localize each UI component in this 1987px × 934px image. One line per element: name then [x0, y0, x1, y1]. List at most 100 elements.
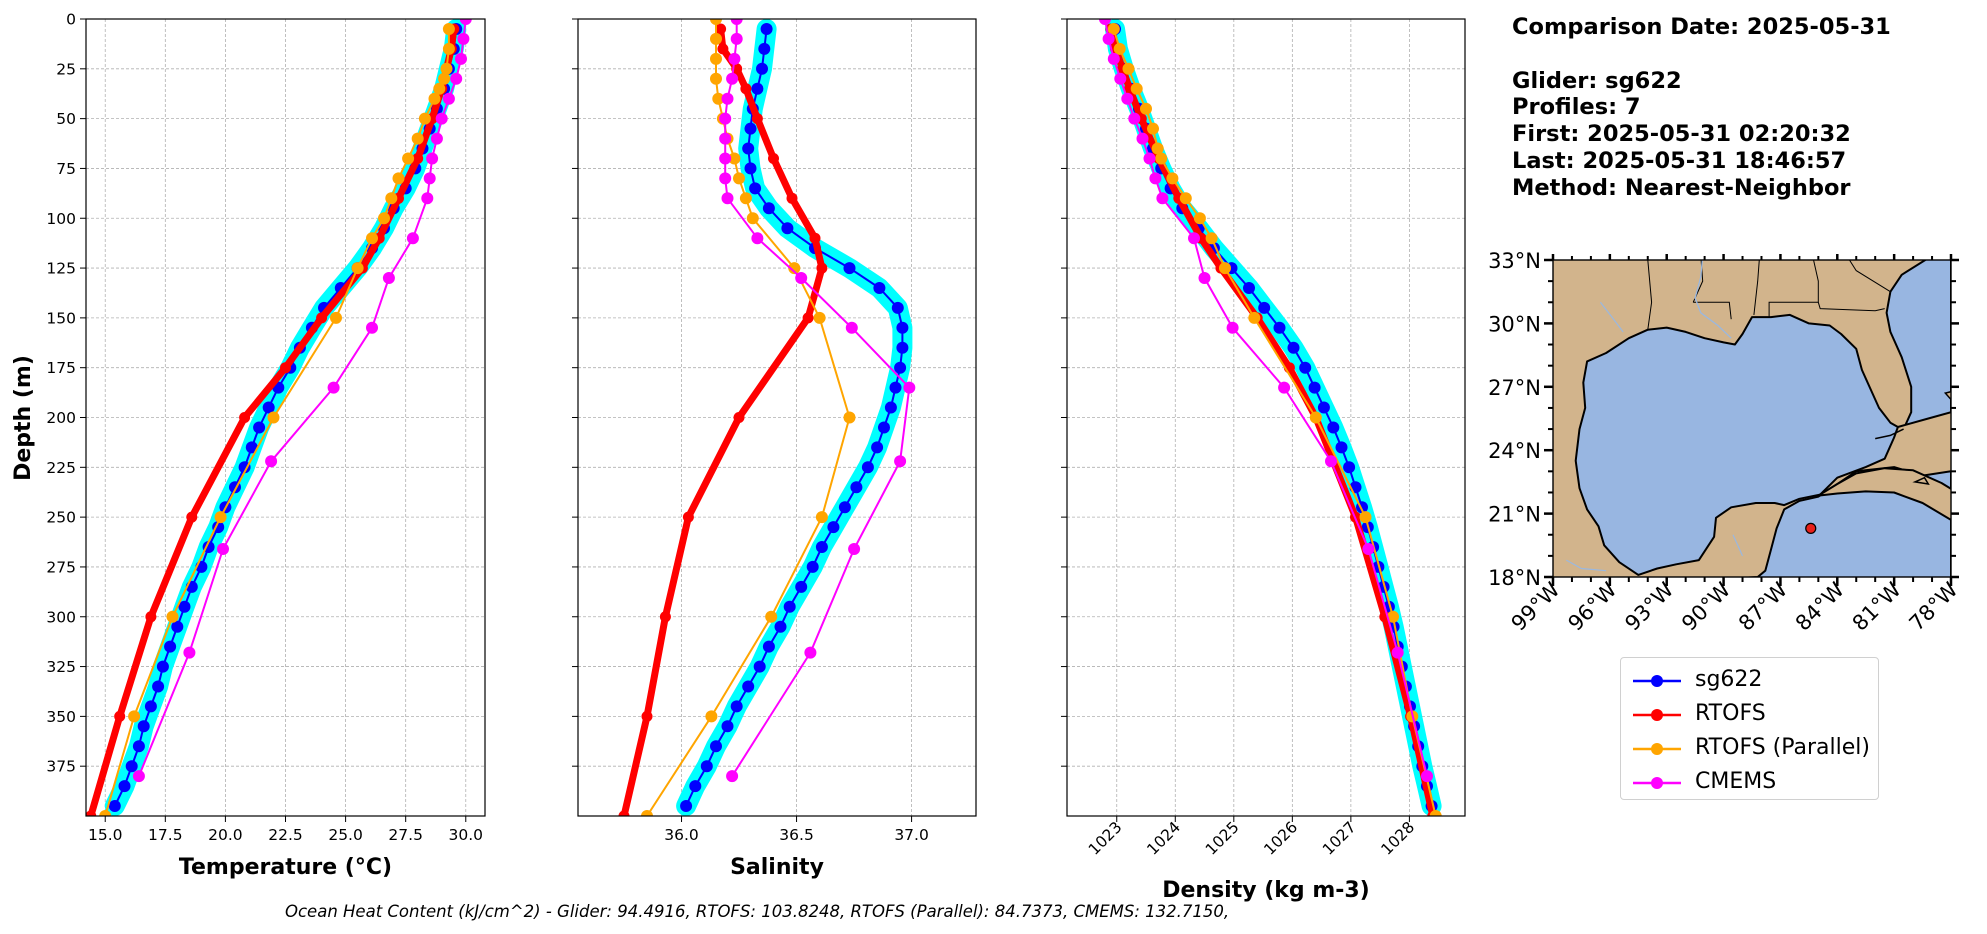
data-point	[406, 232, 419, 245]
data-point	[156, 660, 169, 673]
data-point	[426, 152, 439, 165]
data-point	[262, 401, 275, 414]
location-map: 99°W96°W93°W90°W87°W84°W81°W78°W18°N21°N…	[1488, 249, 1963, 636]
data-point	[392, 172, 405, 185]
data-point	[1102, 32, 1115, 45]
longitude-tick-label: 90°W	[1677, 577, 1735, 635]
data-point	[719, 112, 732, 125]
latitude-tick-label: 27°N	[1488, 376, 1541, 400]
state-border	[1753, 260, 1760, 315]
info-line: Last: 2025-05-31 18:46:57	[1512, 147, 1847, 174]
data-point	[871, 441, 884, 454]
data-point	[118, 780, 131, 793]
data-point	[733, 412, 745, 423]
data-point	[450, 72, 463, 85]
data-point	[682, 511, 694, 523]
data-point	[1299, 361, 1312, 374]
data-point	[802, 312, 814, 324]
longitude-tick-label: 93°W	[1620, 577, 1678, 635]
data-point	[1429, 810, 1442, 816]
data-point	[873, 282, 886, 294]
data-point	[1114, 72, 1127, 85]
data-point	[744, 122, 757, 135]
data-point	[99, 810, 112, 816]
data-point	[730, 32, 743, 45]
data-point	[438, 72, 451, 85]
data-point	[845, 321, 858, 334]
legend-entry: RTOFS (Parallel)	[1621, 732, 1878, 766]
data-point	[896, 321, 909, 334]
data-point	[145, 611, 157, 623]
data-point	[239, 412, 251, 423]
data-point	[719, 152, 732, 165]
data-point	[804, 646, 817, 659]
gulf-of-mexico	[1574, 313, 1899, 576]
data-point	[1107, 23, 1120, 35]
series-sg622	[676, 19, 913, 816]
data-point	[896, 341, 909, 354]
profile-panel: 0 25 50 75 100 125 150 175 200 225 250 275 300 325 350…	[11, 11, 486, 880]
data-point	[114, 710, 126, 722]
legend-swatch	[1633, 675, 1681, 687]
data-point	[710, 740, 722, 753]
y-tick-label: 200	[46, 409, 76, 427]
data-point	[721, 192, 734, 205]
x-axis-label: Density (kg m-3)	[1162, 878, 1370, 903]
x-tick-label: 22.5	[268, 826, 303, 844]
x-tick-label: 36.0	[664, 826, 699, 844]
x-tick-label: 1027	[1319, 818, 1360, 859]
data-point	[418, 112, 431, 125]
data-point	[245, 441, 258, 454]
series-rtofs-parallel-	[641, 19, 856, 816]
legend-label: sg622	[1695, 667, 1763, 692]
y-tick-label: 275	[46, 558, 76, 576]
data-point	[164, 640, 177, 653]
y-tick-label: 250	[46, 509, 76, 527]
data-point	[815, 511, 828, 524]
x-tick-label: 36.5	[779, 826, 814, 844]
data-point	[351, 262, 364, 275]
data-point	[1151, 142, 1164, 155]
y-tick-label: 0	[66, 11, 76, 29]
data-point	[850, 481, 863, 494]
data-point	[455, 52, 467, 65]
latitude-tick-label: 18°N	[1488, 566, 1541, 590]
data-point	[412, 153, 424, 164]
y-tick-label: 325	[46, 658, 76, 676]
data-point	[712, 92, 725, 105]
state-border	[1848, 260, 1891, 293]
series-line	[137, 19, 467, 777]
footer-text: Ocean Heat Content (kJ/cm^2) - Glider: 9…	[285, 902, 1230, 921]
data-point	[1219, 262, 1231, 275]
x-tick-label: 25.0	[328, 826, 363, 844]
atlantic-ocean	[1885, 260, 1951, 428]
data-point	[459, 19, 472, 25]
data-point	[132, 740, 145, 753]
data-point	[788, 262, 801, 275]
longitude-tick-label: 81°W	[1848, 577, 1906, 635]
data-point	[382, 272, 395, 284]
data-point	[378, 212, 390, 225]
latitude-tick-label: 24°N	[1488, 439, 1541, 463]
y-tick-label: 300	[46, 608, 76, 626]
legend-swatch	[1633, 709, 1681, 721]
data-point	[1113, 42, 1126, 55]
data-point	[144, 700, 157, 713]
data-point	[641, 710, 653, 722]
river	[1694, 260, 1732, 339]
river	[1732, 534, 1744, 557]
data-point	[1198, 272, 1211, 284]
info-line: Method: Nearest-Neighbor	[1512, 174, 1851, 201]
data-point	[1273, 321, 1286, 334]
river	[1566, 559, 1607, 572]
info-line: First: 2025-05-31 02:20:32	[1512, 121, 1851, 148]
data-point	[1121, 92, 1134, 105]
series-cmems	[719, 19, 916, 783]
longitude-tick-label: 78°W	[1905, 577, 1963, 635]
data-point	[861, 461, 874, 474]
y-tick-label: 375	[46, 758, 76, 776]
data-point	[746, 212, 759, 225]
data-point	[753, 660, 766, 673]
data-point	[710, 19, 722, 25]
data-point	[721, 92, 734, 105]
